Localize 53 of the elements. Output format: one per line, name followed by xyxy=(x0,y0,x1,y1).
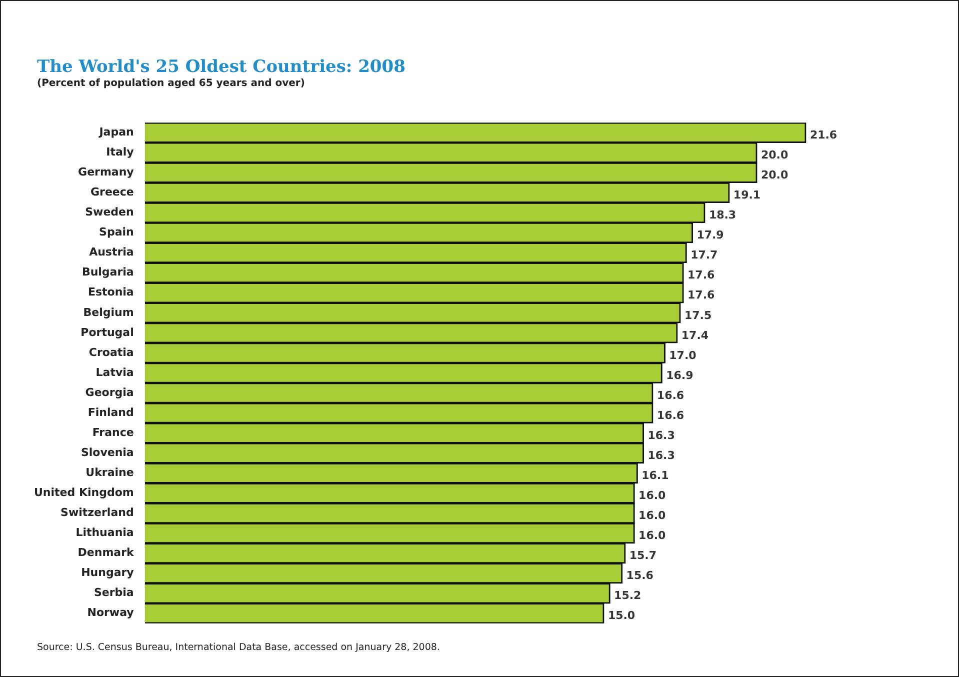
y-tick-label: Ukraine xyxy=(86,466,134,480)
data-label: 15.6 xyxy=(626,569,654,582)
source-note: Source: U.S. Census Bureau, International Data Base, accessed on January 28, 2008. xyxy=(37,642,440,653)
y-tick-label: Sweden xyxy=(85,206,134,219)
y-tick-label: Latvia xyxy=(96,366,134,379)
y-tick-label: Germany xyxy=(78,166,134,179)
data-label: 16.3 xyxy=(648,448,675,462)
data-label: 18.3 xyxy=(708,208,736,222)
y-tick-label: United Kingdom xyxy=(34,486,134,500)
data-label: 17.6 xyxy=(688,268,715,282)
y-tick-label: Norway xyxy=(87,606,134,620)
data-label: 16.1 xyxy=(642,469,669,482)
data-label: 19.1 xyxy=(733,188,761,202)
y-tick-label: Italy xyxy=(106,146,134,159)
data-label: 16.6 xyxy=(656,408,684,422)
chart-subtitle: (Percent of population aged 65 years and over) xyxy=(37,78,305,89)
data-label: 15.0 xyxy=(608,609,636,622)
y-tick-label: Belgium xyxy=(83,306,134,319)
y-tick-label: Estonia xyxy=(88,286,134,299)
data-label: 17.0 xyxy=(669,348,697,362)
y-tick-label: Lithuania xyxy=(76,526,134,540)
data-label: 17.9 xyxy=(696,228,724,242)
data-label: 17.4 xyxy=(681,328,709,342)
y-tick-label: Japan xyxy=(98,125,134,138)
y-tick-label: Serbia xyxy=(94,586,134,600)
y-tick-label: Hungary xyxy=(81,566,134,580)
y-tick-label: Greece xyxy=(90,186,134,199)
data-label: 16.0 xyxy=(638,489,666,502)
y-tick-label: Switzerland xyxy=(60,506,134,520)
data-label: 15.2 xyxy=(614,589,642,602)
y-tick-label: Croatia xyxy=(88,346,134,359)
data-label: 17.5 xyxy=(684,308,712,322)
data-label: 17.6 xyxy=(688,288,715,302)
y-tick-label: Denmark xyxy=(78,546,135,560)
data-label: 20.0 xyxy=(760,168,788,182)
y-tick-label: France xyxy=(92,426,134,439)
data-label: 15.7 xyxy=(629,549,657,562)
y-tick-label: Finland xyxy=(88,406,134,419)
data-label: 17.7 xyxy=(690,248,718,262)
data-label: 16.0 xyxy=(638,529,666,542)
y-tick-label: Spain xyxy=(99,226,134,239)
data-label: 20.0 xyxy=(760,148,788,162)
y-tick-label: Portugal xyxy=(80,326,134,339)
data-label: 16.0 xyxy=(638,509,666,522)
data-label: 21.6 xyxy=(810,128,838,142)
chart-title: The World's 25 Oldest Countries: 2008 xyxy=(37,57,406,77)
y-tick-label: Georgia xyxy=(85,386,134,399)
y-tick-label: Austria xyxy=(89,246,134,259)
y-tick-label: Slovenia xyxy=(80,446,134,459)
data-label: 16.6 xyxy=(656,388,684,402)
data-label: 16.9 xyxy=(666,368,694,382)
y-tick-label: Bulgaria xyxy=(82,266,134,279)
data-label: 16.3 xyxy=(648,428,675,442)
